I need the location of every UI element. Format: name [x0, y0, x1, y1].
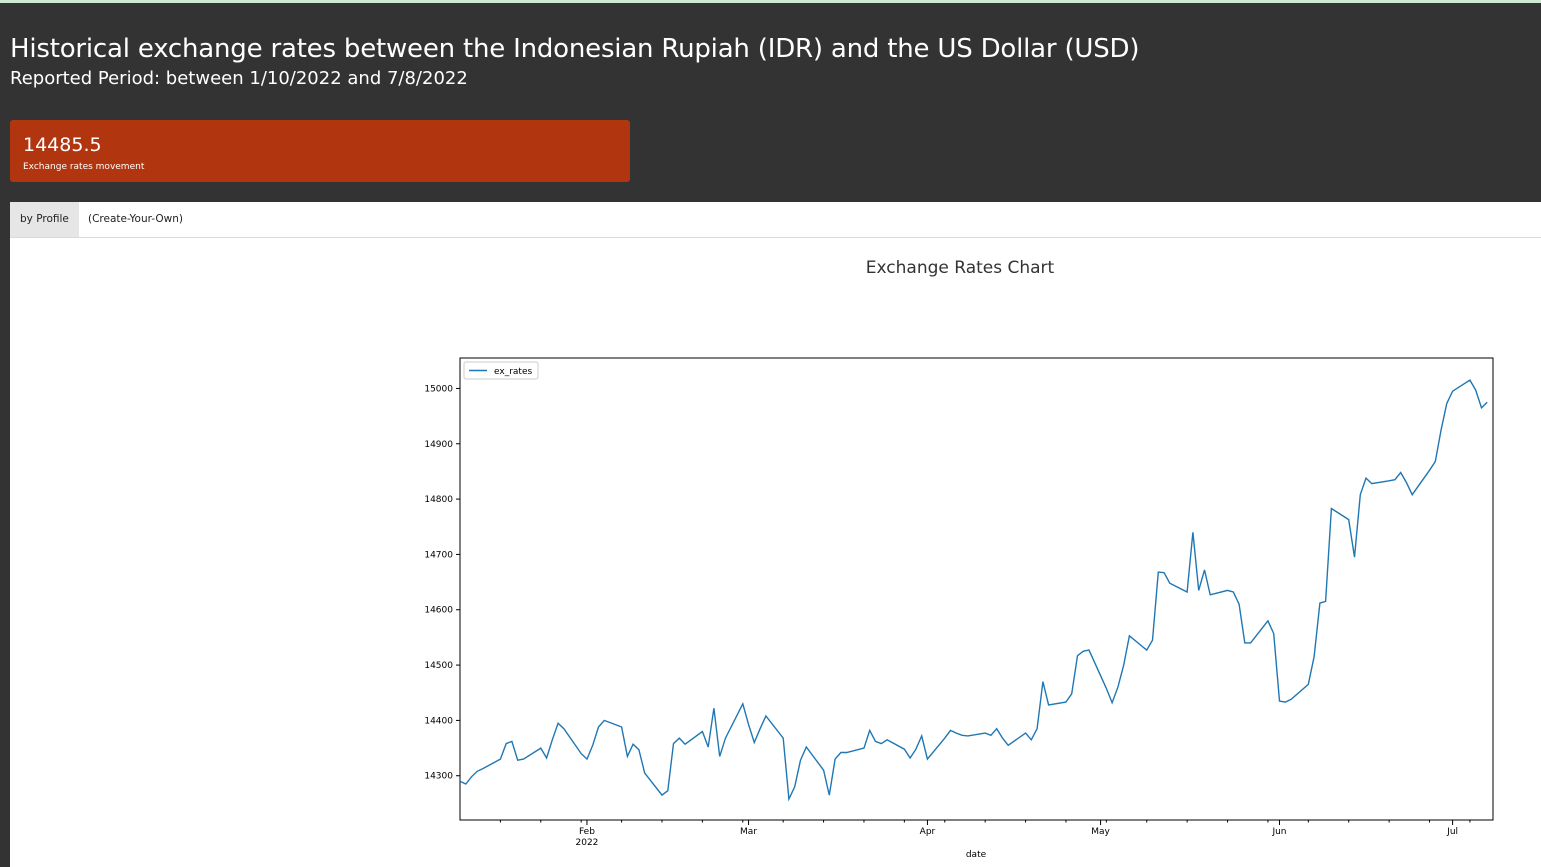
- kpi-card: 14485.5 Exchange rates movement: [10, 120, 630, 182]
- y-tick-label: 14300: [424, 772, 453, 782]
- exchange-rates-chart: 14300 14400 14500 14600 14700 14800 14900 15000…: [424, 357, 1494, 860]
- kpi-label: Exchange rates movement: [23, 162, 145, 172]
- legend: ex_rates: [463, 361, 539, 380]
- x-tick-sublabel: 2022: [576, 838, 599, 848]
- y-tick-label: 14500: [424, 661, 453, 671]
- y-tick-label: 14400: [424, 716, 453, 726]
- tab-create-your-own[interactable]: (Create-Your-Own): [88, 213, 183, 225]
- tab-bar: by Profile (Create-Your-Own): [10, 202, 1541, 238]
- tab-by-profile[interactable]: by Profile: [10, 202, 79, 237]
- window-top-edge: [0, 0, 1541, 3]
- x-tick-label: Jul: [1446, 827, 1458, 837]
- y-tick-label: 14900: [424, 440, 453, 450]
- y-axis: 14300 14400 14500 14600 14700 14800 14900 15000: [424, 384, 460, 782]
- y-tick-label: 15000: [424, 384, 453, 394]
- legend-label: ex_rates: [494, 367, 532, 377]
- plot-area: [459, 357, 1494, 821]
- y-tick-label: 14700: [424, 550, 453, 560]
- x-tick-label: Mar: [740, 827, 757, 837]
- x-tick-label: Feb: [579, 827, 595, 837]
- page-subtitle: Reported Period: between 1/10/2022 and 7…: [10, 68, 468, 89]
- content-panel: by Profile (Create-Your-Own) Exchange Ra…: [10, 202, 1541, 867]
- kpi-value: 14485.5: [23, 134, 102, 156]
- series-line-ex-rates: [459, 379, 1488, 802]
- y-tick-label: 14600: [424, 606, 453, 616]
- page-header: Historical exchange rates between the In…: [10, 34, 1140, 89]
- chart-title: Exchange Rates Chart: [865, 258, 1055, 278]
- x-axis-label: date: [966, 850, 987, 860]
- x-tick-label: Apr: [920, 827, 936, 837]
- y-tick-label: 14800: [424, 495, 453, 505]
- x-tick-label: Jun: [1271, 827, 1286, 837]
- page-title: Historical exchange rates between the In…: [10, 34, 1140, 64]
- x-tick-label: May: [1091, 827, 1110, 837]
